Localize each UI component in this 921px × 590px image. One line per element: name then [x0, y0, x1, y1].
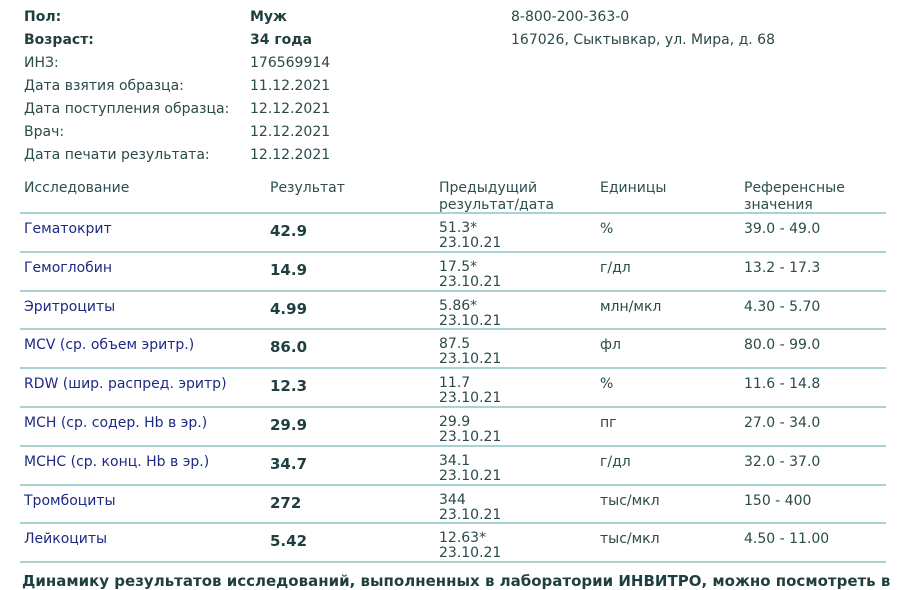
table-row: Гемоглобин 14.9 17.5* 23.10.21 г/дл 13.2… — [20, 250, 886, 291]
table-row: MCH (ср. содер. Hb в эр.) 29.9 29.9 23.1… — [20, 406, 886, 446]
previous-result: 34.1 — [439, 452, 471, 469]
field-value: 12.12.2021 — [250, 147, 331, 163]
table-row: Лейкоциты 5.42 12.63* 23.10.21 тыс/мкл 4… — [20, 522, 886, 562]
field-value: 176569914 — [250, 55, 331, 71]
previous-result: 29.9 — [439, 414, 471, 430]
reference-range: 4.30 - 5.70 — [744, 298, 821, 315]
reference-range: 150 - 400 — [744, 492, 812, 509]
header-ref-1: Референсные — [744, 180, 845, 196]
table-row: MCV (ср. объем эритр.) 86.0 87.5 23.10.2… — [20, 328, 886, 368]
lab-address: 167026, Сыктывкар, ул. Мира, д. 68 — [511, 32, 775, 48]
test-result: 86.0 — [270, 338, 308, 357]
previous-date: 23.10.21 — [439, 545, 502, 562]
reference-range: 11.6 - 14.8 — [744, 376, 821, 393]
test-name[interactable]: Гемоглобин — [24, 259, 113, 276]
field-label: Дата взятия образца: — [24, 78, 184, 94]
test-name[interactable]: RDW (шир. распред. эритр) — [24, 376, 227, 393]
test-result: 14.9 — [270, 260, 308, 279]
test-result: 42.9 — [270, 222, 308, 240]
units: тыс/мкл — [600, 492, 660, 509]
field-value: 12.12.2021 — [250, 101, 331, 117]
table-row: Гематокрит 42.9 51.3* 23.10.21 % 39.0 - … — [20, 212, 886, 252]
test-name[interactable]: Гематокрит — [24, 221, 112, 237]
units: % — [600, 221, 614, 237]
previous-result: 11.7 — [439, 375, 471, 392]
test-result: 29.9 — [270, 416, 308, 434]
test-name[interactable]: Тромбоциты — [24, 492, 116, 509]
units: г/дл — [600, 259, 631, 276]
header-ref-2: значения — [744, 197, 813, 213]
header-test: Исследование — [24, 180, 130, 196]
units: фл — [600, 337, 621, 354]
previous-date: 23.10.21 — [439, 429, 502, 445]
test-result: 34.7 — [270, 454, 308, 473]
reference-range: 13.2 - 17.3 — [744, 259, 821, 276]
previous-result: 87.5 — [439, 336, 471, 353]
reference-range: 27.0 - 34.0 — [744, 415, 821, 431]
test-name[interactable]: MCH (ср. содер. Hb в эр.) — [24, 415, 208, 431]
previous-result: 51.3* — [439, 220, 478, 236]
test-result: 272 — [270, 493, 302, 512]
units: млн/мкл — [600, 298, 662, 315]
reference-range: 4.50 - 11.00 — [744, 531, 830, 548]
units: % — [600, 376, 614, 393]
field-label: Пол: — [24, 9, 62, 25]
header-prev-1: Предыдущий — [439, 180, 538, 196]
field-label: Врач: — [24, 124, 65, 140]
field-value: Муж — [250, 9, 287, 25]
footer-text: Динамику результатов исследований, выпол… — [22, 572, 891, 590]
table-bottom-divider — [20, 561, 886, 563]
test-name[interactable]: Эритроциты — [24, 298, 116, 315]
test-result: 12.3 — [270, 377, 308, 396]
field-label: Возраст: — [24, 32, 94, 48]
previous-date: 23.10.21 — [439, 351, 502, 368]
lab-phone: 8-800-200-363-0 — [511, 9, 630, 25]
test-result: 4.99 — [270, 299, 308, 318]
previous-date: 23.10.21 — [439, 273, 502, 290]
units: пг — [600, 415, 617, 431]
previous-date: 23.10.21 — [439, 235, 502, 251]
test-name[interactable]: Лейкоциты — [24, 531, 108, 548]
previous-date: 23.10.21 — [439, 390, 502, 407]
header-prev-2: результат/дата — [439, 197, 555, 213]
field-value: 34 года — [250, 32, 313, 48]
table-row: Тромбоциты 272 344 23.10.21 тыс/мкл 150 … — [20, 483, 886, 524]
units: тыс/мкл — [600, 531, 660, 548]
test-result: 5.42 — [270, 532, 308, 551]
table-row: RDW (шир. распред. эритр) 12.3 11.7 23.1… — [20, 367, 886, 407]
table-row: Эритроциты 4.99 5.86* 23.10.21 млн/мкл 4… — [20, 289, 886, 330]
table-row: MCHC (ср. конц. Hb в эр.) 34.7 34.1 23.1… — [20, 444, 886, 485]
previous-date: 23.10.21 — [439, 506, 502, 523]
reference-range: 32.0 - 37.0 — [744, 453, 821, 470]
previous-result: 5.86* — [439, 297, 478, 314]
units: г/дл — [600, 453, 631, 470]
field-value: 11.12.2021 — [250, 78, 331, 94]
reference-range: 39.0 - 49.0 — [744, 221, 821, 237]
test-name[interactable]: MCV (ср. объем эритр.) — [24, 337, 195, 354]
previous-result: 12.63* — [439, 530, 487, 547]
field-value: 12.12.2021 — [250, 124, 331, 140]
field-label: ИНЗ: — [24, 55, 59, 71]
previous-result: 17.5* — [439, 258, 478, 275]
header-result: Результат — [270, 180, 345, 196]
field-label: Дата поступления образца: — [24, 101, 230, 117]
previous-date: 23.10.21 — [439, 467, 502, 484]
previous-result: 344 — [439, 491, 466, 508]
header-units: Единицы — [600, 180, 667, 196]
field-label: Дата печати результата: — [24, 147, 210, 163]
previous-date: 23.10.21 — [439, 312, 502, 329]
reference-range: 80.0 - 99.0 — [744, 337, 821, 354]
test-name[interactable]: MCHC (ср. конц. Hb в эр.) — [24, 453, 210, 470]
